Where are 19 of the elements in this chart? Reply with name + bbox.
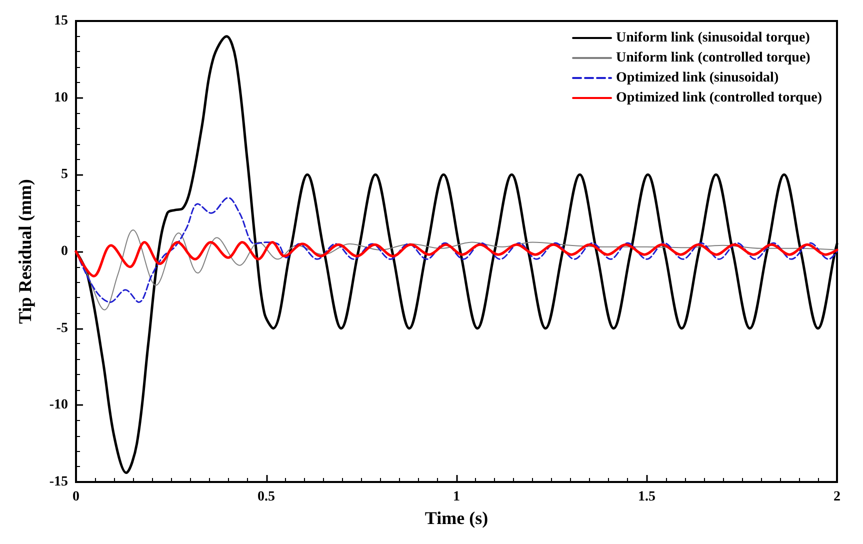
x-tick-label: 1.5 [638,490,656,504]
legend-label: Optimized link (sinusoidal) [616,70,779,86]
y-tick-label: 5 [61,167,68,182]
x-tick-label: 0 [72,490,80,504]
y-tick-label: -15 [49,474,68,490]
x-tick-label: 0.5 [258,490,275,504]
line-series [74,241,838,278]
y-tick-label: 10 [54,90,68,106]
y-tick-label: 15 [54,14,68,28]
y-tick-label: 0 [61,244,68,259]
x-tick-label: 2 [834,490,840,504]
legend-label: Optimized link (controlled torque) [616,90,822,106]
y-tick-label: -5 [56,320,68,336]
legend-label: Uniform link (sinusoidal torque) [616,30,810,46]
legend-label: Uniform link (controlled torque) [616,50,811,66]
y-axis-title: Tip Residual (mm) [15,179,35,324]
x-axis-title: Time (s) [424,508,488,528]
x-tick-label: 1 [453,490,460,504]
y-tick-label: -10 [49,398,68,413]
